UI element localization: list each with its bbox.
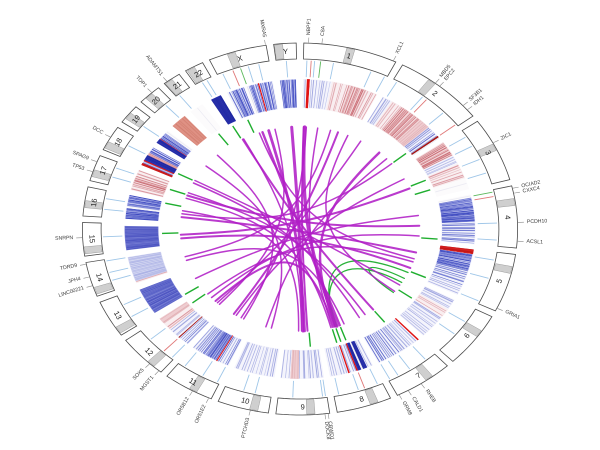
fusion-links bbox=[179, 125, 421, 333]
gene-label: OR51E2 bbox=[194, 404, 208, 425]
gene-label: NBPF1 bbox=[306, 18, 313, 35]
chromosome-number: Y bbox=[283, 47, 289, 56]
gene-label: JPH4 bbox=[68, 276, 82, 285]
chromosome-number: 18 bbox=[112, 136, 124, 148]
gene-label: ZIC1 bbox=[500, 131, 513, 142]
chromosome-number: 1 bbox=[346, 51, 352, 61]
gene-label: ADAMTS1 bbox=[144, 54, 164, 77]
gene-label: GRIA1 bbox=[504, 309, 521, 321]
chromosome-number: 8 bbox=[358, 394, 365, 404]
chromosome-number: 17 bbox=[98, 165, 109, 176]
gene-label: SNRPN bbox=[55, 235, 74, 242]
gene-label: CXXC4 bbox=[522, 185, 540, 194]
gene-label: PTCHD3 bbox=[241, 417, 252, 439]
gene-label: GRM8 bbox=[401, 400, 413, 416]
chromosome-number: 14 bbox=[94, 272, 105, 282]
gene-label: MGST1 bbox=[139, 375, 155, 393]
gene-label: OR5B12 bbox=[176, 396, 191, 416]
green-tick-ring bbox=[162, 119, 438, 347]
chromosome-number: 5 bbox=[494, 278, 504, 285]
gene-label: XCL1 bbox=[395, 41, 406, 55]
gene-label: DCC bbox=[91, 125, 104, 136]
gene-label: LINC00221 bbox=[58, 285, 85, 299]
chromosome-number: 10 bbox=[240, 395, 250, 406]
gene-label: TOP1 bbox=[134, 75, 148, 89]
gene-label: SOX5 bbox=[132, 367, 146, 381]
chromosome-number: 11 bbox=[187, 376, 198, 388]
gene-label: TP53 bbox=[71, 163, 85, 173]
gene-label: C8A bbox=[320, 25, 327, 36]
chromosome-number: 7 bbox=[414, 371, 423, 381]
chromosome-number: 4 bbox=[503, 215, 512, 220]
gene-label: OCIAD2 bbox=[521, 179, 541, 189]
gene-label: ACSL1 bbox=[526, 239, 543, 246]
gene-label: DOCK8 bbox=[323, 421, 331, 440]
position-ticks bbox=[103, 60, 498, 398]
chromosome-number: 3 bbox=[483, 149, 493, 157]
chromosome-number: 2 bbox=[430, 89, 439, 99]
heatmap-ring bbox=[124, 79, 476, 379]
ideogram-ring bbox=[81, 42, 519, 416]
chromosome-number: 9 bbox=[301, 402, 305, 411]
gene-label: CBWD1 bbox=[326, 421, 334, 440]
gene-label: SPAG9 bbox=[72, 150, 90, 162]
chromosome-number: X bbox=[236, 54, 243, 64]
gene-label: TDRD9 bbox=[60, 263, 78, 272]
chromosome-number: 15 bbox=[87, 234, 96, 243]
gene-label: PCDH10 bbox=[527, 218, 548, 225]
gene-label: MXRA5 bbox=[258, 19, 267, 38]
chromosome-number: 16 bbox=[89, 198, 99, 208]
chromosome-number: 6 bbox=[462, 331, 472, 340]
chromosome-number: 13 bbox=[112, 309, 124, 321]
gene-label: RHEB bbox=[424, 389, 437, 405]
chromosome-number: 22 bbox=[193, 68, 205, 80]
